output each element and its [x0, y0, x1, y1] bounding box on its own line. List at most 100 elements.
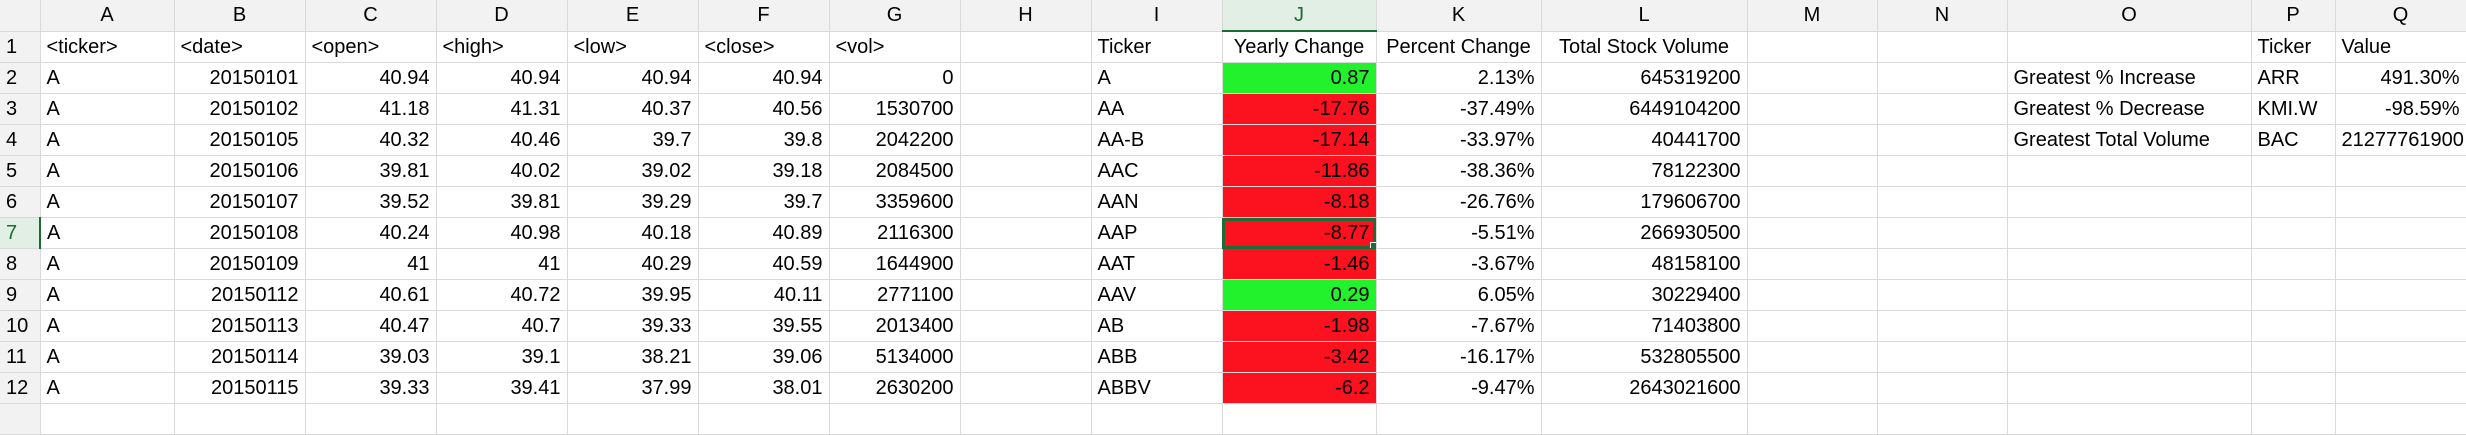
cell-f1[interactable]: <close>: [698, 31, 830, 63]
cell-j2[interactable]: 0.87: [1222, 62, 1377, 94]
cell-j5[interactable]: -11.86: [1222, 155, 1377, 187]
cell-p7[interactable]: [2251, 217, 2336, 249]
cell-m10[interactable]: [1747, 310, 1878, 342]
cell-g10[interactable]: 2013400: [829, 310, 961, 342]
cell-b11[interactable]: 20150114: [174, 341, 306, 373]
cell-a5[interactable]: A: [40, 155, 175, 187]
row-header-1[interactable]: 1: [0, 31, 41, 63]
cell-b10[interactable]: 20150113: [174, 310, 306, 342]
cell-h1[interactable]: [960, 31, 1092, 63]
cell-d9[interactable]: 40.72: [436, 279, 568, 311]
row-header-12[interactable]: 12: [0, 372, 41, 404]
cell-h10[interactable]: [960, 310, 1092, 342]
cell-e6[interactable]: 39.29: [567, 186, 699, 218]
cell-i12[interactable]: ABBV: [1091, 372, 1223, 404]
cell-n11[interactable]: [1877, 341, 2008, 373]
cell-b4[interactable]: 20150105: [174, 124, 306, 156]
cell-l9[interactable]: 30229400: [1541, 279, 1748, 311]
cell-g5[interactable]: 2084500: [829, 155, 961, 187]
column-header-l[interactable]: L: [1541, 0, 1748, 32]
cell-c1[interactable]: <open>: [305, 31, 437, 63]
cell-g7[interactable]: 2116300: [829, 217, 961, 249]
cell-k10[interactable]: -7.67%: [1376, 310, 1542, 342]
cell-i11[interactable]: ABB: [1091, 341, 1223, 373]
cell-d8[interactable]: 41: [436, 248, 568, 280]
cell-k5[interactable]: -38.36%: [1376, 155, 1542, 187]
cell-a8[interactable]: A: [40, 248, 175, 280]
cell-e5[interactable]: 39.02: [567, 155, 699, 187]
cell-d3[interactable]: 41.31: [436, 93, 568, 125]
cell-g3[interactable]: 1530700: [829, 93, 961, 125]
cell-i9[interactable]: AAV: [1091, 279, 1223, 311]
cell-m11[interactable]: [1747, 341, 1878, 373]
cell-j11[interactable]: -3.42: [1222, 341, 1377, 373]
cell-d1[interactable]: <high>: [436, 31, 568, 63]
cell-d2[interactable]: 40.94: [436, 62, 568, 94]
cell-h4[interactable]: [960, 124, 1092, 156]
cell-h5[interactable]: [960, 155, 1092, 187]
cell-q2[interactable]: 491.30%: [2335, 62, 2466, 94]
cell-o9[interactable]: [2007, 279, 2252, 311]
cell-c4[interactable]: 40.32: [305, 124, 437, 156]
cell-i7[interactable]: AAP: [1091, 217, 1223, 249]
cell-a3[interactable]: A: [40, 93, 175, 125]
cell-d11[interactable]: 39.1: [436, 341, 568, 373]
column-header-e[interactable]: E: [567, 0, 699, 32]
cell-e3[interactable]: 40.37: [567, 93, 699, 125]
cell-q1[interactable]: Value: [2335, 31, 2466, 63]
cell-h8[interactable]: [960, 248, 1092, 280]
cell-m7[interactable]: [1747, 217, 1878, 249]
cell-m2[interactable]: [1747, 62, 1878, 94]
cell-g8[interactable]: 1644900: [829, 248, 961, 280]
cell-p1[interactable]: Ticker: [2251, 31, 2336, 63]
column-header-b[interactable]: B: [174, 0, 306, 32]
cell-k11[interactable]: -16.17%: [1376, 341, 1542, 373]
selected-cell-j7[interactable]: -8.77: [1222, 217, 1377, 249]
cell-m12[interactable]: [1747, 372, 1878, 404]
cell-g9[interactable]: 2771100: [829, 279, 961, 311]
cell-g1[interactable]: <vol>: [829, 31, 961, 63]
row-header-10[interactable]: 10: [0, 310, 41, 342]
cell-j12[interactable]: -6.2: [1222, 372, 1377, 404]
cell-h7[interactable]: [960, 217, 1092, 249]
cell-q9[interactable]: [2335, 279, 2466, 311]
cell-i5[interactable]: AAC: [1091, 155, 1223, 187]
cell-o5[interactable]: [2007, 155, 2252, 187]
cell-h12[interactable]: [960, 372, 1092, 404]
cell-c8[interactable]: 41: [305, 248, 437, 280]
cell-b7[interactable]: 20150108: [174, 217, 306, 249]
cell-m5[interactable]: [1747, 155, 1878, 187]
cell-l3[interactable]: 6449104200: [1541, 93, 1748, 125]
cell-n8[interactable]: [1877, 248, 2008, 280]
row-header-8[interactable]: 8: [0, 248, 41, 280]
cell-o10[interactable]: [2007, 310, 2252, 342]
cell-e2[interactable]: 40.94: [567, 62, 699, 94]
cell-f2[interactable]: 40.94: [698, 62, 830, 94]
cell-i10[interactable]: AB: [1091, 310, 1223, 342]
row-header-4[interactable]: 4: [0, 124, 41, 156]
cell-k8[interactable]: -3.67%: [1376, 248, 1542, 280]
column-header-j[interactable]: J: [1222, 0, 1377, 32]
cell-c11[interactable]: 39.03: [305, 341, 437, 373]
cell-q10[interactable]: [2335, 310, 2466, 342]
cell-e9[interactable]: 39.95: [567, 279, 699, 311]
cell-m3[interactable]: [1747, 93, 1878, 125]
cell-b3[interactable]: 20150102: [174, 93, 306, 125]
row-header-9[interactable]: 9: [0, 279, 41, 311]
cell-h2[interactable]: [960, 62, 1092, 94]
cell-a10[interactable]: A: [40, 310, 175, 342]
cell-l5[interactable]: 78122300: [1541, 155, 1748, 187]
cell-g4[interactable]: 2042200: [829, 124, 961, 156]
cell-f5[interactable]: 39.18: [698, 155, 830, 187]
cell-l10[interactable]: 71403800: [1541, 310, 1748, 342]
cell-l2[interactable]: 645319200: [1541, 62, 1748, 94]
cell-f7[interactable]: 40.89: [698, 217, 830, 249]
cell-c2[interactable]: 40.94: [305, 62, 437, 94]
cell-d10[interactable]: 40.7: [436, 310, 568, 342]
cell-i4[interactable]: AA-B: [1091, 124, 1223, 156]
cell-e4[interactable]: 39.7: [567, 124, 699, 156]
row-header-7[interactable]: 7: [0, 217, 41, 249]
cell-q6[interactable]: [2335, 186, 2466, 218]
column-header-k[interactable]: K: [1376, 0, 1542, 32]
cell-b8[interactable]: 20150109: [174, 248, 306, 280]
